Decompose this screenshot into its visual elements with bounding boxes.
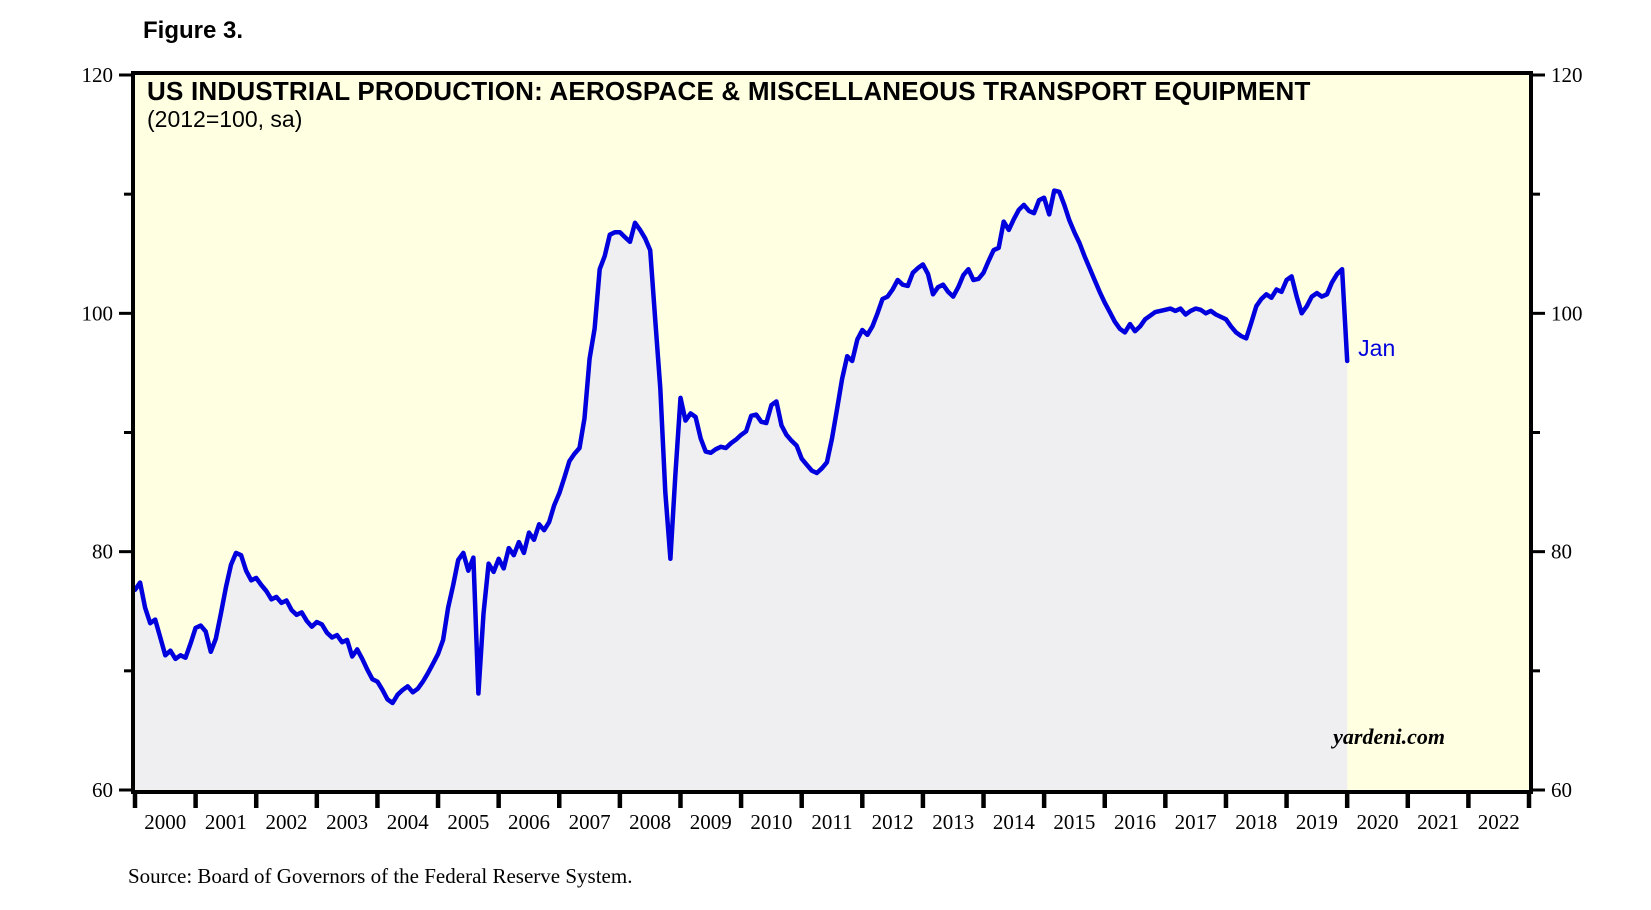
- svg-text:2019: 2019: [1296, 810, 1338, 834]
- svg-text:2015: 2015: [1053, 810, 1095, 834]
- svg-text:2000: 2000: [144, 810, 186, 834]
- svg-text:2013: 2013: [932, 810, 974, 834]
- svg-text:2009: 2009: [690, 810, 732, 834]
- figure-label: Figure 3.: [143, 17, 244, 44]
- svg-text:2021: 2021: [1417, 810, 1459, 834]
- source-note: Source: Board of Governors of the Federa…: [128, 864, 633, 888]
- svg-text:80: 80: [1551, 540, 1572, 564]
- svg-text:120: 120: [82, 63, 114, 87]
- svg-text:2010: 2010: [750, 810, 792, 834]
- svg-text:60: 60: [92, 778, 113, 802]
- svg-text:100: 100: [1551, 301, 1583, 325]
- svg-text:2001: 2001: [205, 810, 247, 834]
- svg-text:2016: 2016: [1114, 810, 1156, 834]
- svg-text:60: 60: [1551, 778, 1572, 802]
- svg-text:2006: 2006: [508, 810, 550, 834]
- svg-text:2012: 2012: [872, 810, 914, 834]
- svg-text:2011: 2011: [811, 810, 852, 834]
- svg-text:2004: 2004: [387, 810, 430, 834]
- svg-text:2008: 2008: [629, 810, 671, 834]
- svg-text:2007: 2007: [569, 810, 611, 834]
- svg-text:120: 120: [1551, 63, 1583, 87]
- svg-text:2017: 2017: [1175, 810, 1217, 834]
- last-point-label: Jan: [1358, 335, 1396, 361]
- svg-text:2014: 2014: [993, 810, 1036, 834]
- svg-text:80: 80: [92, 540, 113, 564]
- svg-text:2022: 2022: [1478, 810, 1520, 834]
- chart-subtitle: (2012=100, sa): [147, 106, 303, 132]
- svg-text:2002: 2002: [266, 810, 308, 834]
- svg-text:2020: 2020: [1356, 810, 1398, 834]
- svg-text:2003: 2003: [326, 810, 368, 834]
- chart-title: US INDUSTRIAL PRODUCTION: AEROSPACE & MI…: [147, 76, 1311, 106]
- yardeni-watermark: yardeni.com: [1333, 724, 1445, 749]
- svg-text:2005: 2005: [447, 810, 489, 834]
- svg-text:2018: 2018: [1235, 810, 1277, 834]
- svg-text:100: 100: [82, 301, 114, 325]
